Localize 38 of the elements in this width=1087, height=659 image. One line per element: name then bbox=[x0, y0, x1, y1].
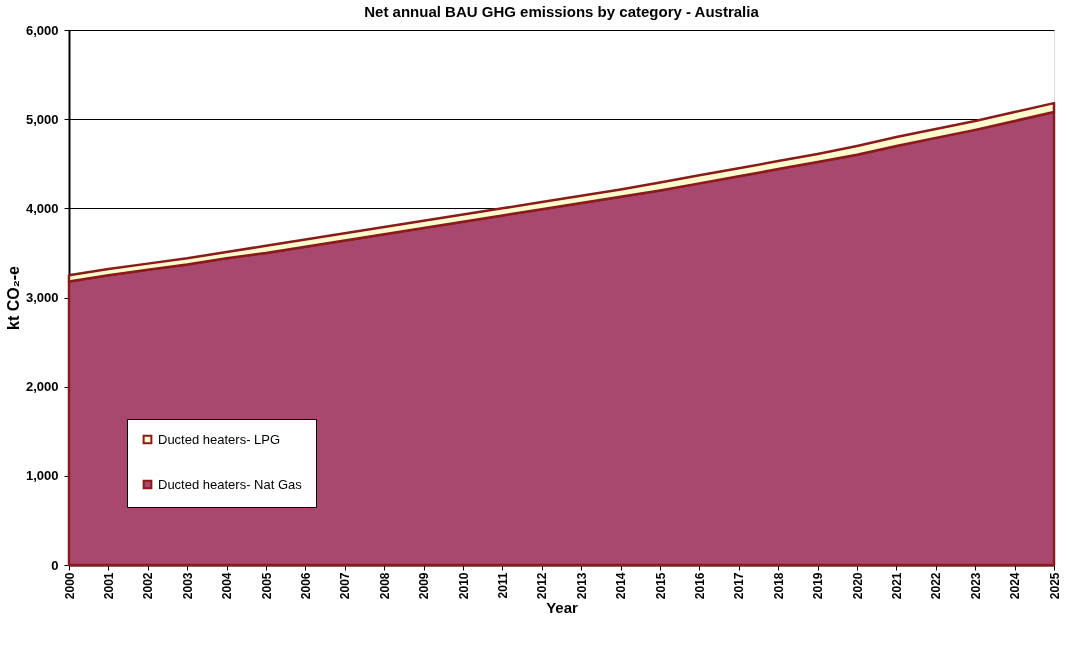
x-tick-label: 2015 bbox=[653, 572, 668, 600]
x-tick-label: 2020 bbox=[850, 572, 865, 600]
x-tick-label: 2005 bbox=[259, 572, 274, 600]
x-tick-label: 2022 bbox=[929, 572, 944, 600]
y-tick-label: 6,000 bbox=[25, 22, 59, 38]
x-tick-label: 2000 bbox=[62, 572, 77, 600]
y-tick-label: 2,000 bbox=[25, 379, 59, 395]
x-tick-label: 2025 bbox=[1047, 572, 1062, 600]
x-tick-label: 2003 bbox=[180, 572, 195, 600]
x-tick-label: 2012 bbox=[535, 572, 550, 600]
x-tick-label: 2017 bbox=[732, 572, 747, 600]
x-tick-label: 2009 bbox=[417, 572, 432, 600]
legend-label: Ducted heaters- LPG bbox=[158, 431, 281, 447]
x-tick-label: 2019 bbox=[811, 572, 826, 600]
x-tick-label: 2024 bbox=[1008, 572, 1023, 600]
x-tick-label: 2002 bbox=[141, 572, 156, 600]
x-tick-label: 2004 bbox=[220, 572, 235, 600]
y-tick-label: 5,000 bbox=[25, 111, 59, 127]
y-tick-label: 1,000 bbox=[25, 468, 59, 484]
y-tick-label: 0 bbox=[51, 557, 59, 573]
x-tick-label: 2013 bbox=[574, 572, 589, 600]
x-tick-label: 2023 bbox=[968, 572, 983, 600]
legend-label: Ducted heaters- Nat Gas bbox=[158, 476, 303, 492]
x-tick-label: 2014 bbox=[614, 572, 629, 600]
x-tick-label: 2018 bbox=[771, 572, 786, 600]
y-tick-label: 3,000 bbox=[25, 290, 59, 305]
x-tick-label: 2021 bbox=[889, 572, 904, 600]
y-axis-title: kt CO₂-e bbox=[4, 265, 22, 331]
x-axis-title: Year bbox=[546, 599, 579, 617]
y-tick-label: 4,000 bbox=[25, 200, 59, 216]
x-tick-label: 2016 bbox=[692, 572, 707, 600]
x-tick-label: 2007 bbox=[338, 572, 353, 600]
x-tick-label: 2006 bbox=[298, 572, 313, 600]
x-tick-label: 2001 bbox=[101, 572, 116, 600]
x-tick-label: 2010 bbox=[456, 572, 471, 600]
x-tick-label: 2008 bbox=[377, 572, 392, 600]
chart-title: Net annual BAU GHG emissions by category - Australia bbox=[364, 3, 760, 20]
x-tick-label: 2011 bbox=[495, 572, 510, 599]
